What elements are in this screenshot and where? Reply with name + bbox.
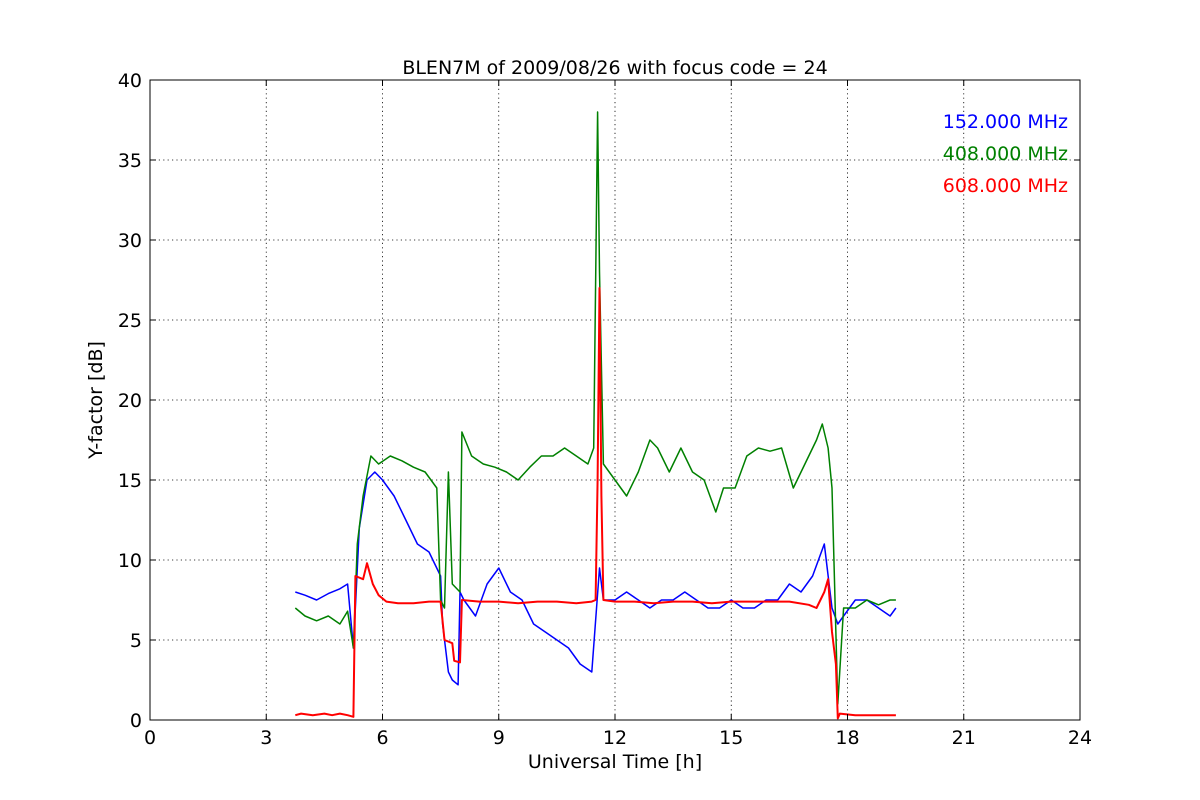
x-tick-label: 21 — [952, 727, 976, 749]
x-tick-label: 18 — [835, 727, 859, 749]
x-axis-label: Universal Time [h] — [528, 751, 702, 773]
tick-labels: 0 3 6 9 12 15 18 21 24 0 5 10 15 20 25 30 35 40 — [118, 70, 1092, 749]
x-tick-label: 6 — [376, 727, 388, 749]
y-tick-label: 15 — [118, 470, 142, 492]
series-line-2 — [294, 111, 896, 705]
series-layer — [294, 111, 897, 720]
series-line-1 — [295, 471, 897, 686]
x-tick-label: 15 — [719, 727, 743, 749]
y-tick-label: 5 — [130, 630, 142, 652]
ticks — [149, 79, 1081, 721]
y-axis-label: Y-factor [dB] — [85, 341, 107, 460]
x-tick-label: 9 — [493, 727, 505, 749]
y-tick-label: 0 — [130, 710, 142, 732]
legend: 152.000 MHz 408.000 MHz 608.000 MHz — [943, 111, 1068, 197]
y-tick-label: 10 — [118, 550, 142, 572]
legend-entry-3: 608.000 MHz — [943, 175, 1068, 197]
y-tick-label: 25 — [118, 310, 142, 332]
x-tick-label: 12 — [603, 727, 627, 749]
y-tick-label: 20 — [118, 390, 142, 412]
y-tick-label: 30 — [118, 230, 142, 252]
y-tick-label: 35 — [118, 150, 142, 172]
chart-title: BLEN7M of 2009/08/26 with focus code = 2… — [402, 57, 827, 79]
x-tick-label: 0 — [144, 727, 156, 749]
y-tick-label: 40 — [118, 70, 142, 92]
grid — [149, 79, 1081, 721]
series-line-3 — [295, 287, 896, 720]
legend-entry-2: 408.000 MHz — [943, 143, 1068, 165]
legend-entry-1: 152.000 MHz — [943, 111, 1068, 133]
x-tick-label: 24 — [1068, 727, 1092, 749]
x-tick-label: 3 — [260, 727, 272, 749]
